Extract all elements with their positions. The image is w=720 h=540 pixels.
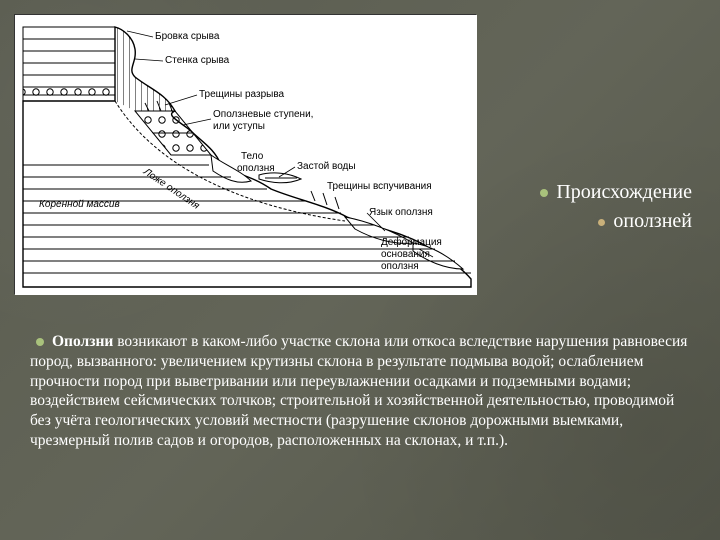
bullet-primary-icon <box>540 189 548 197</box>
landslide-diagram: Бровка срыва Стенка срыва Трещины разрыв… <box>14 14 476 294</box>
label-vspuchivaniya: Трещины вспучивания <box>327 181 432 192</box>
label-treschiny-razryva: Трещины разрыва <box>199 89 285 100</box>
title-text-1: Происхождение <box>556 181 692 203</box>
label-brovka: Бровка срыва <box>155 31 220 42</box>
slide-title: Происхождение оползней <box>482 178 692 236</box>
body-main-text: возникают в каком-либо участке склона ил… <box>30 333 687 449</box>
label-telo-l1: Тело <box>241 151 264 162</box>
body-lead: Оползни <box>52 333 113 350</box>
bullet-secondary-icon <box>598 219 605 226</box>
strata-block <box>23 27 115 101</box>
label-deform-l3: оползня <box>381 261 419 272</box>
title-text-2: оползней <box>613 210 692 232</box>
title-line-2: оползней <box>482 207 692 236</box>
title-line-1: Происхождение <box>482 178 692 207</box>
bullet-primary-icon <box>36 338 44 346</box>
label-yazyk: Язык оползня <box>369 207 433 218</box>
label-telo-l2: оползня <box>237 163 275 174</box>
label-deform-l1: Деформация <box>381 236 442 248</box>
body-paragraph: Оползни возникают в каком-либо участке с… <box>30 332 690 451</box>
label-stupeni-l2: или уступы <box>213 121 265 132</box>
label-zastoy: Застой воды <box>297 161 356 172</box>
label-korennoy: Коренной массив <box>39 199 120 210</box>
label-stenka: Стенка срыва <box>165 55 230 66</box>
label-stupeni-l1: Оползневые ступени, <box>213 109 313 120</box>
